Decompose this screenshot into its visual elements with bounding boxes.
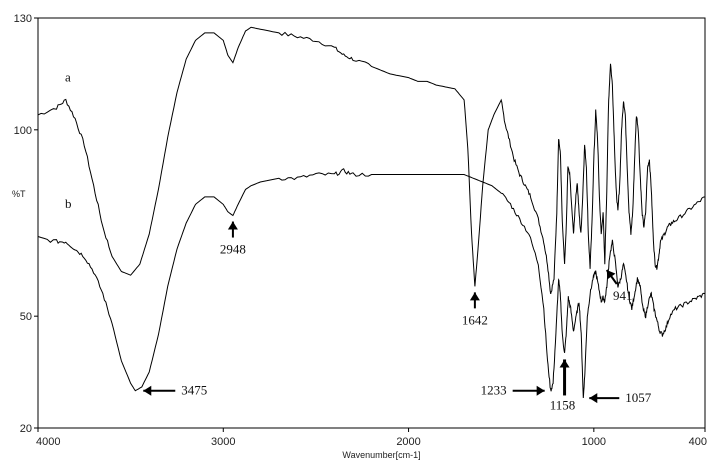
annotation-arrowhead <box>606 270 616 280</box>
annotation-label: 2948 <box>220 242 246 257</box>
x-tick-label: 400 <box>689 436 707 448</box>
series-line-a <box>37 26 706 295</box>
annotation-arrowhead <box>559 359 570 368</box>
series-line-b <box>37 168 706 399</box>
annotation-arrowhead <box>536 385 545 396</box>
y-tick-label: 130 <box>14 13 32 25</box>
annotation-label: 3475 <box>181 383 207 398</box>
x-tick-label: 2000 <box>396 436 420 448</box>
y-tick-label: 20 <box>20 423 32 435</box>
y-tick-label: 50 <box>20 311 32 323</box>
y-axis-title: %T <box>12 189 26 199</box>
series-group: ab <box>37 26 706 399</box>
annotation-label: 1158 <box>550 397 576 412</box>
y-axis: 130 100 50 20 <box>14 13 38 435</box>
annotation-arrowhead <box>469 292 480 301</box>
x-axis: 4000 3000 2000 1000 400 <box>36 428 707 448</box>
x-tick-label: 4000 <box>36 436 60 448</box>
annotation-group: 2948 1642 941 3475 1233 1158 1057 <box>143 221 652 412</box>
series-label-b: b <box>65 196 72 211</box>
annotation-label: 1642 <box>462 312 488 327</box>
annotation-arrowhead <box>589 393 598 404</box>
x-tick-label: 1000 <box>582 436 606 448</box>
plot-frame <box>37 17 706 429</box>
annotation-label: 1233 <box>481 383 507 398</box>
annotation-label: 1057 <box>625 390 652 405</box>
x-axis-title: Wavenumber[cm-1] <box>342 450 420 460</box>
series-label-a: a <box>65 69 71 84</box>
annotation-arrowhead <box>143 385 152 396</box>
annotation-label: 941 <box>613 288 633 303</box>
y-tick-label: 100 <box>14 125 32 137</box>
x-tick-label: 3000 <box>211 436 235 448</box>
annotation-arrowhead <box>227 221 238 230</box>
